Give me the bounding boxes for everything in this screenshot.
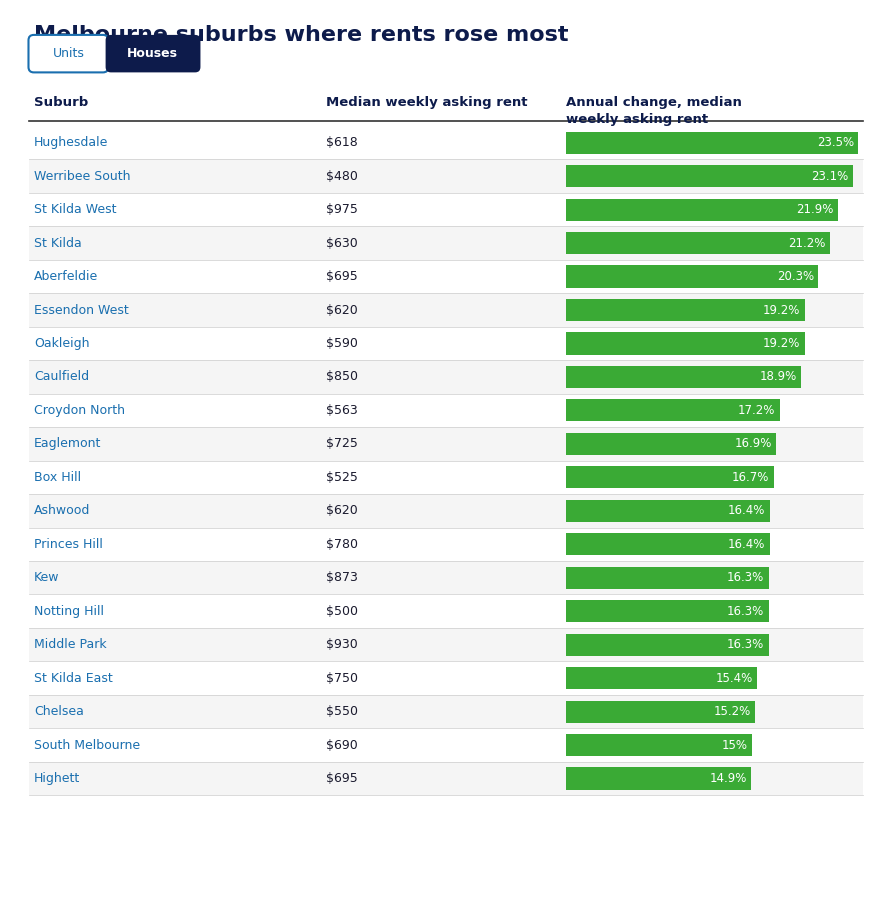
FancyBboxPatch shape — [566, 533, 770, 555]
Text: Kew: Kew — [34, 571, 59, 585]
Text: 16.9%: 16.9% — [734, 437, 772, 451]
Text: $563: $563 — [326, 404, 358, 417]
FancyBboxPatch shape — [29, 628, 863, 662]
Text: Essendon West: Essendon West — [34, 304, 128, 316]
Text: 21.2%: 21.2% — [788, 236, 825, 250]
Text: 15.4%: 15.4% — [715, 672, 753, 684]
FancyBboxPatch shape — [566, 768, 751, 789]
FancyBboxPatch shape — [566, 232, 830, 254]
Text: Median weekly asking rent: Median weekly asking rent — [326, 95, 528, 109]
Text: $525: $525 — [326, 471, 359, 484]
Text: Highett: Highett — [34, 772, 80, 785]
Text: 16.4%: 16.4% — [728, 538, 765, 550]
Text: St Kilda West: St Kilda West — [34, 203, 116, 216]
FancyBboxPatch shape — [29, 561, 863, 594]
Text: Melbourne suburbs where rents rose most: Melbourne suburbs where rents rose most — [34, 25, 568, 45]
Text: $750: $750 — [326, 672, 359, 684]
Text: $780: $780 — [326, 538, 359, 550]
Text: 21.9%: 21.9% — [797, 203, 834, 216]
Text: St Kilda: St Kilda — [34, 236, 81, 250]
Text: Middle Park: Middle Park — [34, 638, 106, 651]
Text: $975: $975 — [326, 203, 359, 216]
Text: Aberfeldie: Aberfeldie — [34, 270, 98, 283]
Text: $695: $695 — [326, 270, 358, 283]
Text: 16.3%: 16.3% — [727, 604, 764, 618]
Text: Chelsea: Chelsea — [34, 705, 84, 718]
FancyBboxPatch shape — [566, 132, 858, 154]
Text: $620: $620 — [326, 505, 358, 517]
Text: $618: $618 — [326, 136, 358, 149]
Text: Box Hill: Box Hill — [34, 471, 81, 484]
FancyBboxPatch shape — [29, 226, 863, 260]
Text: 14.9%: 14.9% — [709, 772, 747, 785]
FancyBboxPatch shape — [29, 695, 863, 728]
Text: Eaglemont: Eaglemont — [34, 437, 101, 451]
Text: $850: $850 — [326, 371, 359, 383]
Text: $725: $725 — [326, 437, 359, 451]
Text: $690: $690 — [326, 738, 358, 752]
FancyBboxPatch shape — [566, 700, 755, 723]
FancyBboxPatch shape — [29, 294, 863, 327]
Text: 15%: 15% — [722, 738, 748, 752]
Text: Croydon North: Croydon North — [34, 404, 125, 417]
Text: 17.2%: 17.2% — [738, 404, 775, 417]
FancyBboxPatch shape — [566, 400, 780, 421]
Text: 15.2%: 15.2% — [714, 705, 750, 718]
FancyBboxPatch shape — [105, 35, 201, 73]
FancyBboxPatch shape — [566, 365, 801, 388]
FancyBboxPatch shape — [566, 466, 773, 489]
Text: $630: $630 — [326, 236, 358, 250]
Text: Hughesdale: Hughesdale — [34, 136, 108, 149]
Text: 16.3%: 16.3% — [727, 571, 764, 585]
Text: South Melbourne: South Melbourne — [34, 738, 140, 752]
Text: $620: $620 — [326, 304, 358, 316]
Text: Houses: Houses — [127, 48, 178, 60]
FancyBboxPatch shape — [566, 600, 769, 622]
FancyBboxPatch shape — [566, 734, 752, 756]
Text: $873: $873 — [326, 571, 359, 585]
FancyBboxPatch shape — [566, 500, 770, 522]
FancyBboxPatch shape — [29, 360, 863, 393]
Text: $550: $550 — [326, 705, 359, 718]
Text: $500: $500 — [326, 604, 359, 618]
FancyBboxPatch shape — [29, 160, 863, 193]
Text: Ashwood: Ashwood — [34, 505, 90, 517]
Text: 23.1%: 23.1% — [812, 170, 849, 182]
Text: $930: $930 — [326, 638, 358, 651]
Text: St Kilda East: St Kilda East — [34, 672, 112, 684]
FancyBboxPatch shape — [566, 567, 769, 589]
Text: Suburb: Suburb — [34, 95, 88, 109]
FancyBboxPatch shape — [566, 198, 838, 221]
FancyBboxPatch shape — [29, 762, 863, 796]
FancyBboxPatch shape — [566, 332, 805, 355]
FancyBboxPatch shape — [566, 165, 854, 187]
Text: Units: Units — [53, 48, 85, 60]
FancyBboxPatch shape — [29, 494, 863, 527]
Text: $480: $480 — [326, 170, 359, 182]
Text: $695: $695 — [326, 772, 358, 785]
Text: 20.3%: 20.3% — [777, 270, 814, 283]
Text: Annual change, median
weekly asking rent: Annual change, median weekly asking rent — [566, 95, 741, 126]
Text: 19.2%: 19.2% — [763, 337, 800, 350]
Text: 18.9%: 18.9% — [759, 371, 797, 383]
Text: Princes Hill: Princes Hill — [34, 538, 103, 550]
FancyBboxPatch shape — [29, 427, 863, 461]
Text: Werribee South: Werribee South — [34, 170, 130, 182]
FancyBboxPatch shape — [566, 299, 805, 321]
FancyBboxPatch shape — [566, 433, 776, 455]
Text: Notting Hill: Notting Hill — [34, 604, 103, 618]
Text: 23.5%: 23.5% — [817, 136, 854, 149]
FancyBboxPatch shape — [566, 667, 757, 689]
Text: $590: $590 — [326, 337, 359, 350]
Text: Oakleigh: Oakleigh — [34, 337, 89, 350]
Text: 16.4%: 16.4% — [728, 505, 765, 517]
FancyBboxPatch shape — [29, 35, 108, 73]
FancyBboxPatch shape — [566, 266, 818, 287]
Text: Caulfield: Caulfield — [34, 371, 89, 383]
Text: 16.7%: 16.7% — [731, 471, 769, 484]
Text: 19.2%: 19.2% — [763, 304, 800, 316]
FancyBboxPatch shape — [566, 634, 769, 656]
Text: 16.3%: 16.3% — [727, 638, 764, 651]
